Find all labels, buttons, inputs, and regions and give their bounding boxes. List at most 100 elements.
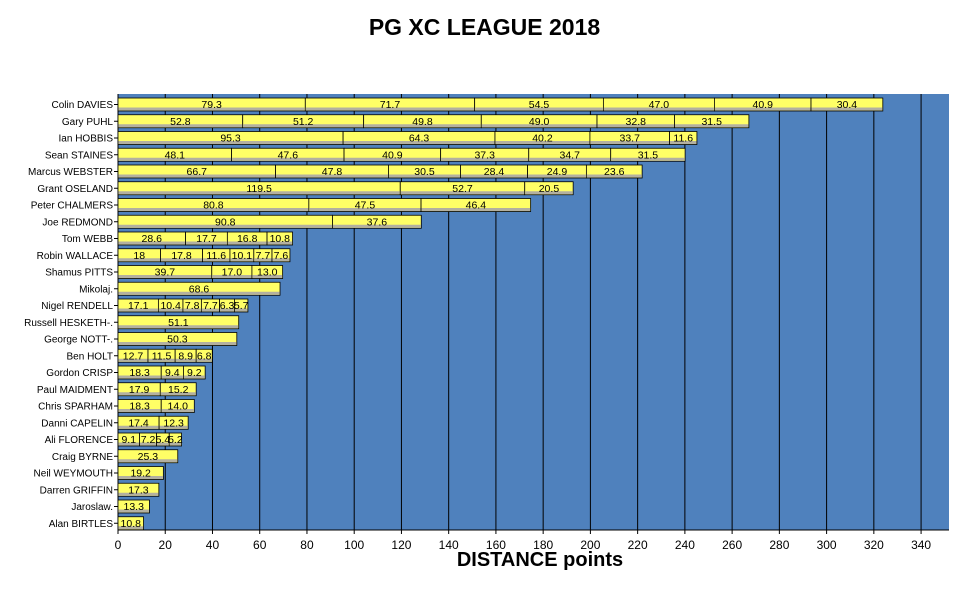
bar-value-label: 19.2 [130,468,151,480]
bar-segment-shade [343,141,495,144]
bar-segment-shade [160,392,196,396]
bar-value-label: 7.7 [256,250,271,262]
bar-value-label: 16.8 [237,233,258,245]
bar-segment-shade [118,476,163,479]
bar-segment-shade [400,191,525,195]
bar-value-label: 13.3 [123,501,144,513]
pilot-name-label: Joe REDMOND [42,217,113,228]
pilot-name-label: Ian HOBBIS [59,134,114,145]
pilot-name-label: Gordon CRISP [46,368,113,379]
bar-value-label: 33.7 [620,133,641,145]
bar-value-label: 5.7 [234,300,249,312]
bar-value-label: 17.1 [128,300,149,312]
bar-value-label: 17.7 [196,233,217,245]
bar-segment-shade [597,124,674,128]
x-axis-title: DISTANCE points [456,549,624,571]
bar-segment-shade [232,157,344,161]
bar-segment-shade [305,107,475,111]
x-tick-label: 280 [769,538,789,552]
bar-segment-shade [364,124,481,128]
bar-value-label: 6.3 [220,300,235,312]
pilot-name-label: Nigel RENDELL [41,301,113,312]
bar-value-label: 39.7 [155,267,176,279]
pilot-name-label: Sean STAINES [45,150,114,161]
pilot-name-label: Mikolaj. [79,284,113,295]
pilot-name-label: Robin WALLACE [37,251,114,262]
bar-segment-shade [157,442,169,446]
bar-value-label: 51.2 [293,116,314,128]
bar-segment-shade [460,174,528,178]
bar-segment-shade [674,124,749,128]
bar-value-label: 51.1 [168,317,189,329]
bar-segment-shade [161,409,194,412]
bar-segment-shade [118,157,232,161]
bar-value-label: 18 [133,250,145,262]
bar-value-label: 10.8 [270,233,291,245]
bar-value-label: 9.1 [121,434,136,446]
x-tick-label: 340 [911,538,931,552]
pilot-name-label: Colin DAVIES [51,100,113,111]
bar-value-label: 40.2 [532,133,553,145]
x-tick-label: 20 [159,538,173,552]
bar-value-label: 47.0 [649,99,670,111]
bar-value-label: 9.2 [187,367,202,379]
bar-segment-shade [139,442,157,446]
bar-value-label: 30.5 [414,166,435,178]
bar-segment-shade [529,157,611,161]
bar-value-label: 47.5 [355,200,376,212]
pilot-name-label: Ali FLORENCE [45,435,114,446]
pilot-name-label: Grant OSELAND [37,184,113,195]
bar-segment-shade [234,308,248,312]
bar-segment-shade [118,141,343,144]
bar-value-label: 12.3 [163,417,184,429]
bar-segment-shade [196,358,212,362]
bar-value-label: 71.7 [380,99,401,111]
bar-value-label: 32.8 [626,116,647,128]
bar-segment-shade [118,107,305,111]
bar-segment-shade [332,224,421,228]
bar-value-label: 37.6 [367,216,388,228]
bar-value-label: 95.3 [220,133,241,145]
pilot-name-label: Tom WEBB [62,234,113,245]
bar-value-label: 54.5 [529,99,550,111]
bar-value-label: 40.9 [382,149,403,161]
bar-value-label: 8.9 [178,350,193,362]
bar-value-label: 11.5 [152,350,172,362]
bar-segment-shade [254,258,272,262]
bar-segment-shade [118,409,161,412]
bar-segment-shade [118,392,160,396]
bar-value-label: 20.5 [539,183,560,195]
bar-value-label: 119.5 [246,183,272,195]
bar-segment-shade [525,191,573,195]
pilot-name-label: Danni CAPELIN [41,418,113,429]
bar-segment-shade [118,275,212,278]
bar-segment-shade [169,442,182,446]
bar-segment-shade [243,124,364,128]
bar-segment-shade [118,425,159,429]
bar-segment-shade [481,124,597,128]
bar-value-label: 52.8 [170,116,191,128]
bar-segment-shade [590,141,670,144]
bar-value-label: 11.6 [206,250,226,262]
pilot-name-label: Neil WEYMOUTH [34,469,113,480]
pilot-name-label: Paul MAIDMENT [37,385,113,396]
pilot-name-label: Gary PUHL [62,117,114,128]
bar-value-label: 5.2 [168,434,183,446]
bar-value-label: 48.1 [165,149,186,161]
bar-value-label: 25.3 [138,451,159,463]
bar-value-label: 49.0 [529,116,550,128]
x-tick-label: 60 [253,538,267,552]
bar-value-label: 46.4 [466,200,487,212]
bar-value-label: 17.4 [128,417,149,429]
bar-segment-shade [118,224,332,228]
x-tick-label: 160 [486,538,506,552]
bar-value-label: 52.7 [452,183,473,195]
bar-value-label: 18.3 [129,401,150,413]
bar-segment-shade [159,425,188,429]
x-tick-label: 0 [115,538,122,552]
bar-segment-shade [118,342,237,345]
bar-segment-shade [118,291,280,295]
bar-value-label: 17.3 [128,484,149,496]
bar-segment-shade [118,308,158,312]
